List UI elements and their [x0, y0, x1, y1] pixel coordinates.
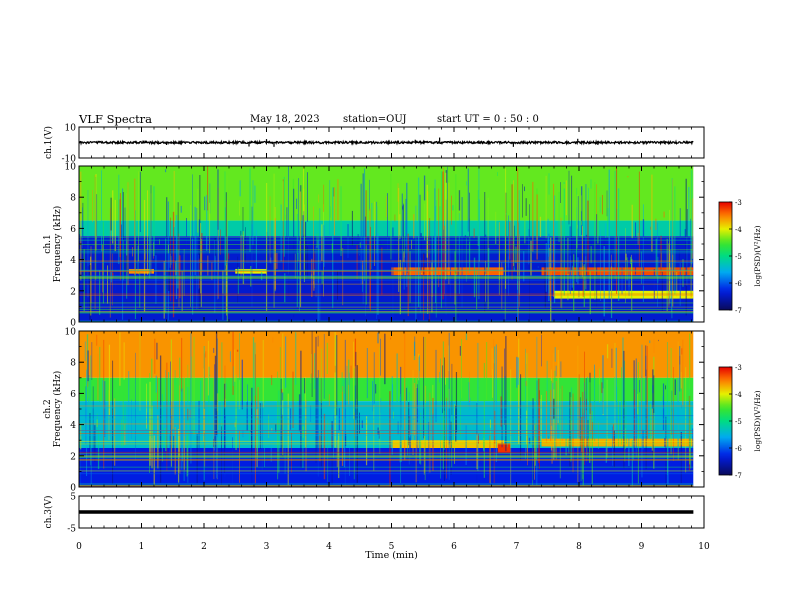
ch1-spectrogram-ytick-label: 0: [70, 319, 76, 329]
time-axis-tick-label: 4: [326, 542, 332, 552]
ch1-spectrogram-colorbar-tick: -7: [735, 307, 742, 315]
ch3-waveform-trace: [79, 510, 694, 514]
ch2-spectrogram-colorbar-tick: -3: [735, 364, 742, 372]
ch1-spectrogram-image: [79, 166, 694, 322]
time-axis-tick-label: 7: [514, 542, 520, 552]
time-axis-label: Time (min): [365, 550, 418, 561]
ch2-spectrogram-ytick-label: 0: [70, 484, 76, 494]
ch2-spectrogram-image: [79, 331, 694, 488]
ch3-waveform-ytick-label: -5: [67, 525, 76, 535]
ch2-spectrogram-ytick-label: 4: [70, 421, 76, 431]
ch2-spectrogram-colorbar-tick: -7: [735, 472, 742, 480]
ch3-waveform-ylabel: ch.3(V): [43, 496, 54, 529]
ch1-spectrogram-colorbar-tick: -4: [735, 226, 742, 234]
ch2-spectrogram-colorbar-tick: -5: [735, 418, 742, 426]
time-axis-tick-label: 6: [451, 542, 457, 552]
ch1-waveform-ytick-label: 10: [65, 124, 77, 134]
ch1-spectrogram-ytick-label: 4: [70, 256, 76, 266]
time-axis-tick-label: 5: [389, 542, 395, 552]
ch2-spectrogram-ytick-label: 2: [70, 452, 76, 462]
ch1-spectrogram-region: [79, 166, 694, 221]
ch2-spectrogram-ylabel: ch.2: [43, 399, 53, 418]
chart-title: VLF Spectra: [79, 112, 153, 126]
ch1-spectrogram-ylabel: ch.1: [43, 234, 53, 253]
ch1-spectrogram-ytick-label: 6: [70, 225, 76, 235]
ch3-waveform-ytick-label: 5: [70, 493, 76, 503]
time-axis-tick-label: 0: [76, 542, 82, 552]
station-label: station=OUJ: [343, 114, 407, 125]
ch1-spectrogram-ylabel: Frequency (kHz): [52, 206, 63, 283]
ch1-spectrogram-region: [554, 290, 694, 299]
ch1-spectrogram-ytick-label: 8: [70, 194, 76, 204]
ch2-spectrogram-ytick-label: 6: [70, 390, 76, 400]
ch1-spectrogram-colorbar-tick: -5: [735, 253, 742, 261]
ch2-spectrogram-ytick-label: 8: [70, 359, 76, 369]
date-label: May 18, 2023: [250, 114, 320, 125]
ch1-spectrogram-ytick-label: 10: [65, 163, 77, 173]
ch1-spectrogram-region: [79, 220, 694, 237]
ch2-spectrogram-region: [541, 438, 694, 447]
ch1-spectrogram-ytick-label: 2: [70, 287, 76, 297]
time-axis-tick-label: 10: [698, 542, 710, 552]
ch2-spectrogram-region: [497, 443, 511, 453]
ch1-waveform-trace: [78, 139, 694, 146]
ch2-spectrogram-ytick-label: 10: [65, 328, 77, 338]
ch1-spectrogram-colorbar-label: log(PSD)(V²/Hz): [753, 225, 762, 286]
ch2-spectrogram-colorbar-tick: -6: [735, 445, 742, 453]
ch2-spectrogram-ylabel: Frequency (kHz): [52, 371, 63, 448]
time-axis-tick-label: 1: [139, 542, 145, 552]
time-axis-tick-label: 9: [639, 542, 645, 552]
start-time-label: start UT = 0 : 50 : 0: [437, 114, 539, 125]
time-axis-tick-label: 3: [264, 542, 270, 552]
ch1-waveform-ylabel: ch.1(V): [43, 126, 54, 159]
ch1-waveform-ytick-label: -10: [62, 155, 77, 165]
time-axis-tick-label: 2: [201, 542, 207, 552]
ch1-spectrogram-colorbar-tick: -6: [735, 280, 742, 288]
ch1-spectrogram-colorbar-tick: -3: [735, 199, 742, 207]
ch2-spectrogram-colorbar-label: log(PSD)(V²/Hz): [753, 390, 762, 451]
time-axis-tick-label: 8: [576, 542, 582, 552]
ch2-spectrogram-colorbar-tick: -4: [735, 391, 742, 399]
